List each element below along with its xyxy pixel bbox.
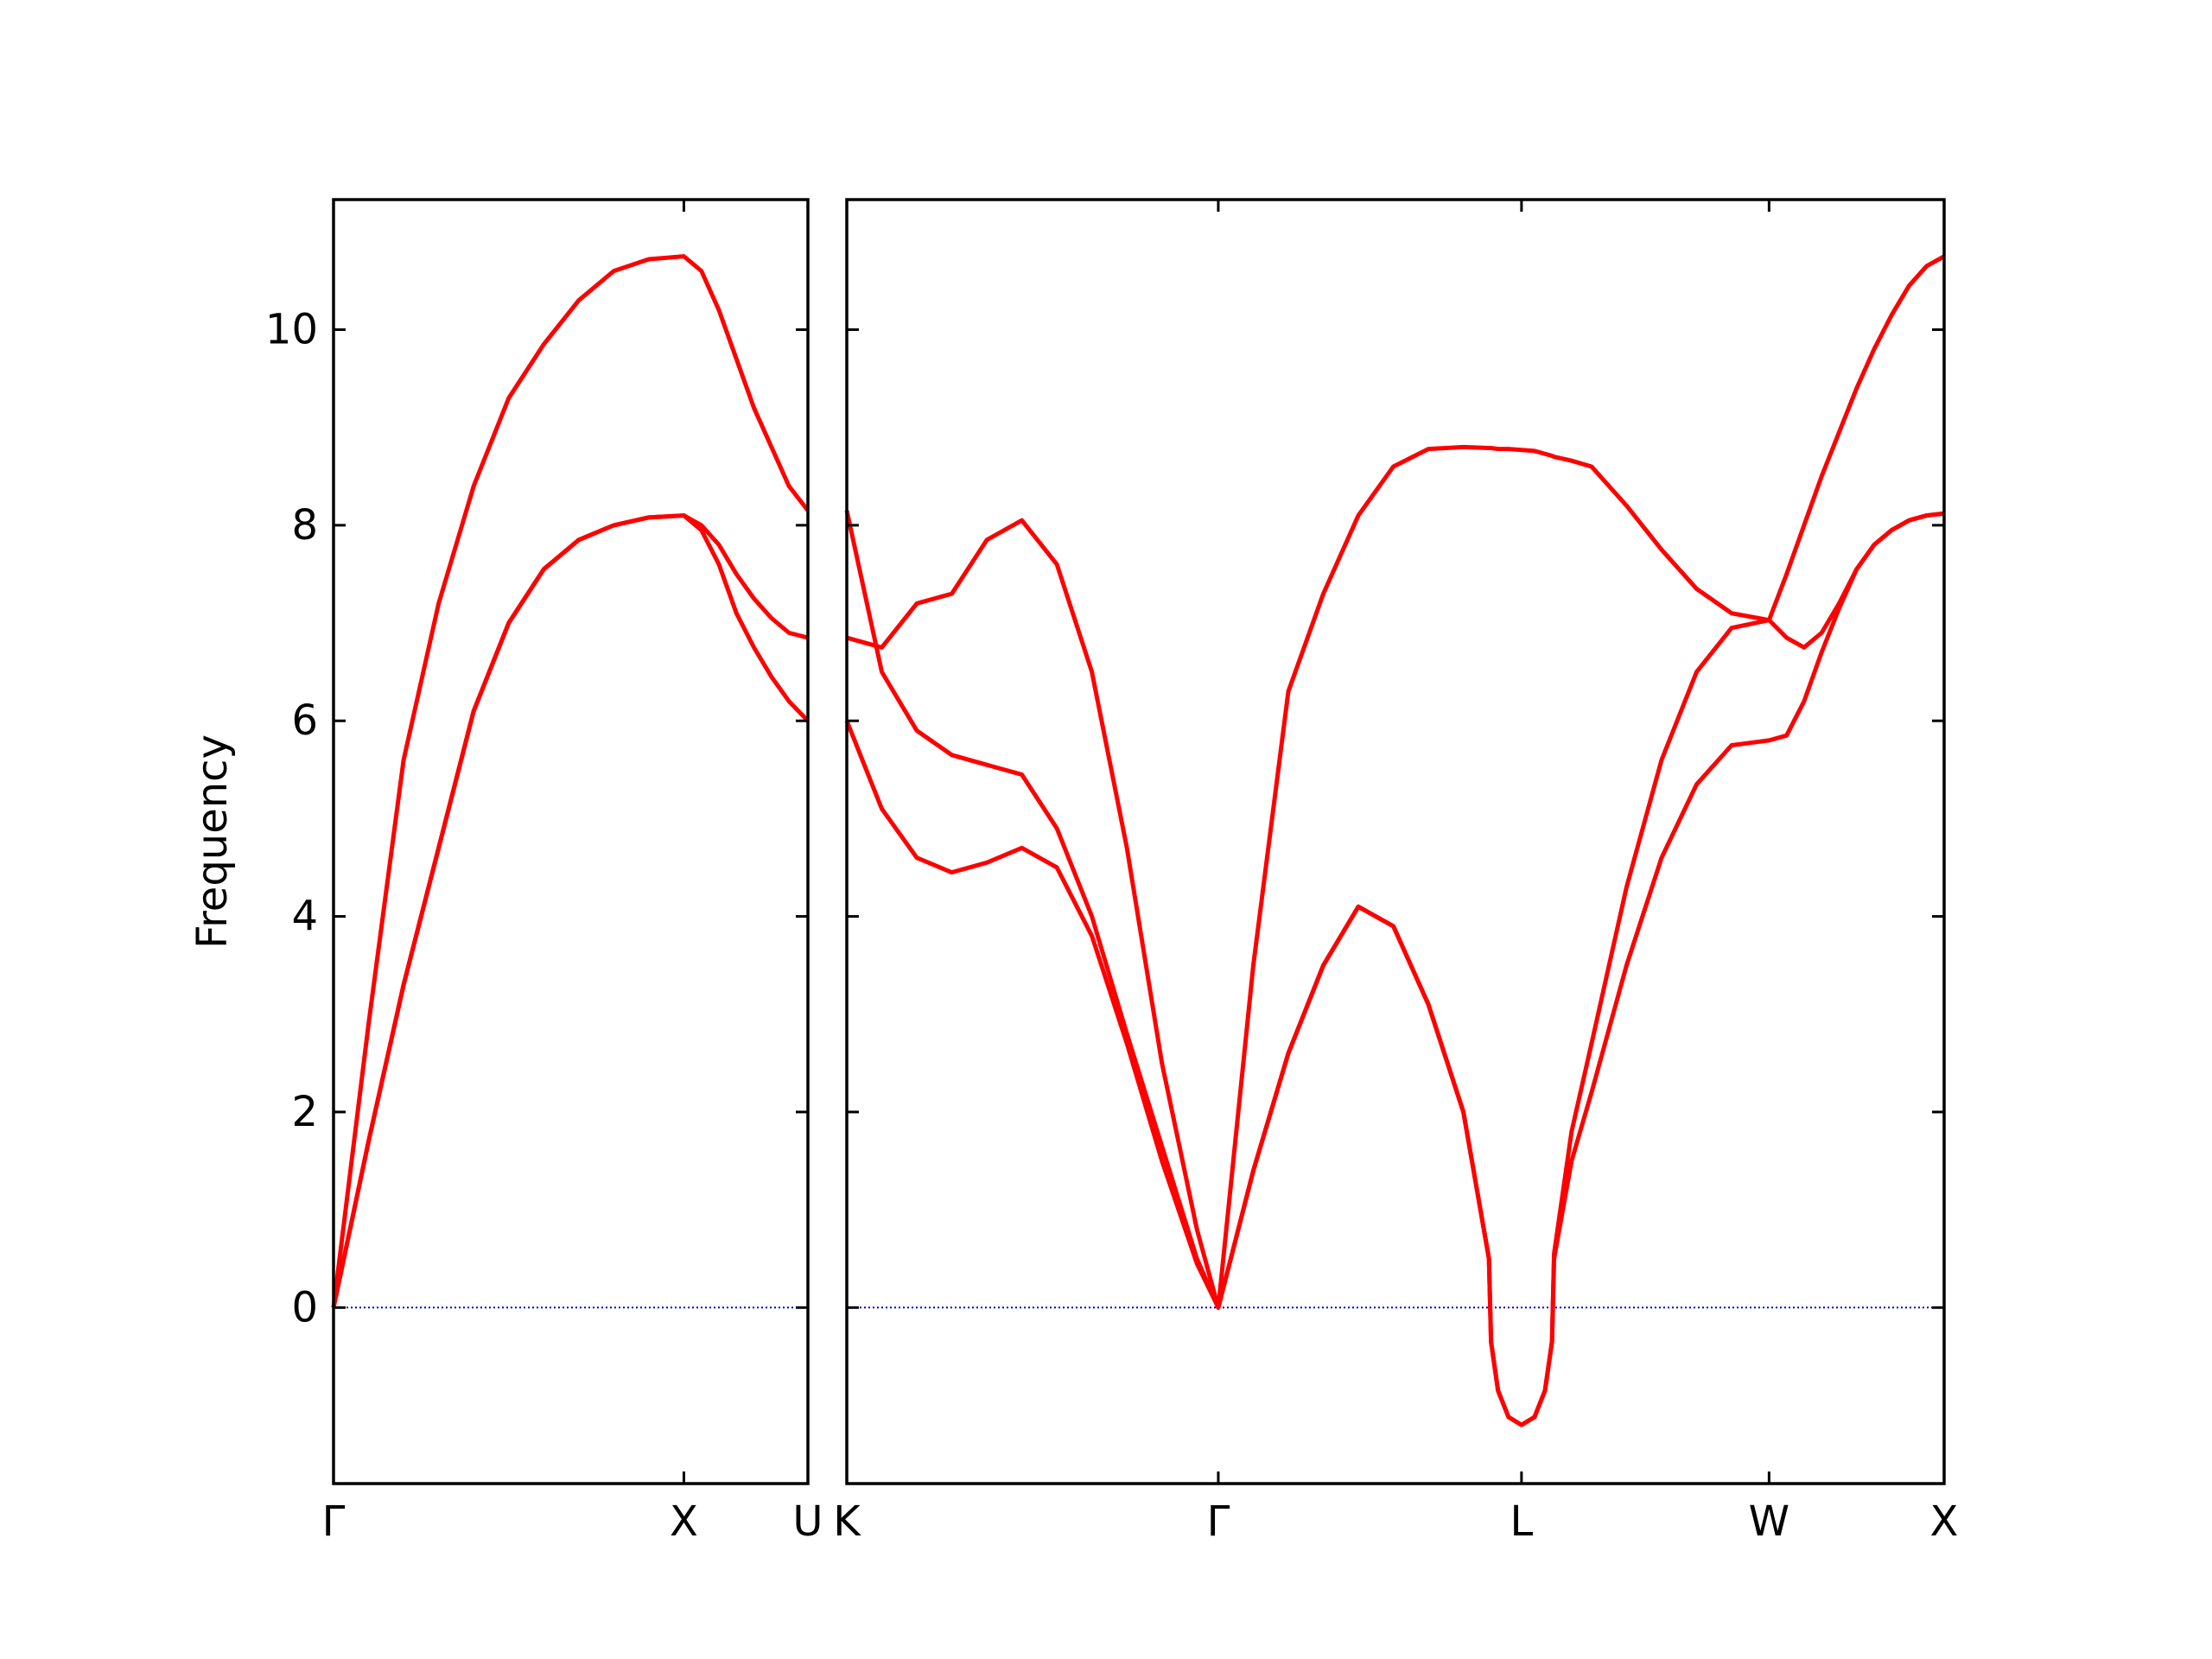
- band-line: [844, 254, 1946, 1310]
- x-tick-label: K: [833, 1497, 861, 1546]
- x-tick-label: Γ: [1207, 1497, 1230, 1546]
- x-tick-label: Γ: [322, 1497, 346, 1546]
- y-axis-label: Frequency: [188, 734, 237, 949]
- x-tick-label: L: [1510, 1497, 1534, 1546]
- x-tick-label: X: [1930, 1497, 1959, 1546]
- y-tick-label: 0: [291, 1283, 318, 1332]
- plot-frame: [332, 198, 810, 1485]
- y-tick-label: 6: [291, 696, 318, 745]
- band-line: [331, 254, 810, 1308]
- x-tick-label: X: [670, 1497, 698, 1546]
- band-line: [844, 511, 1945, 1427]
- y-tick-label: 8: [291, 501, 318, 550]
- plot-frame: [845, 198, 1946, 1485]
- y-tick-label: 2: [291, 1088, 318, 1136]
- y-tick-label: 10: [265, 306, 318, 354]
- band-line: [331, 513, 810, 1308]
- band-line: [331, 513, 809, 1308]
- x-tick-label: U: [792, 1497, 823, 1546]
- band-line: [846, 511, 1945, 1427]
- y-tick-label: 4: [291, 893, 318, 941]
- x-tick-label: W: [1749, 1497, 1789, 1546]
